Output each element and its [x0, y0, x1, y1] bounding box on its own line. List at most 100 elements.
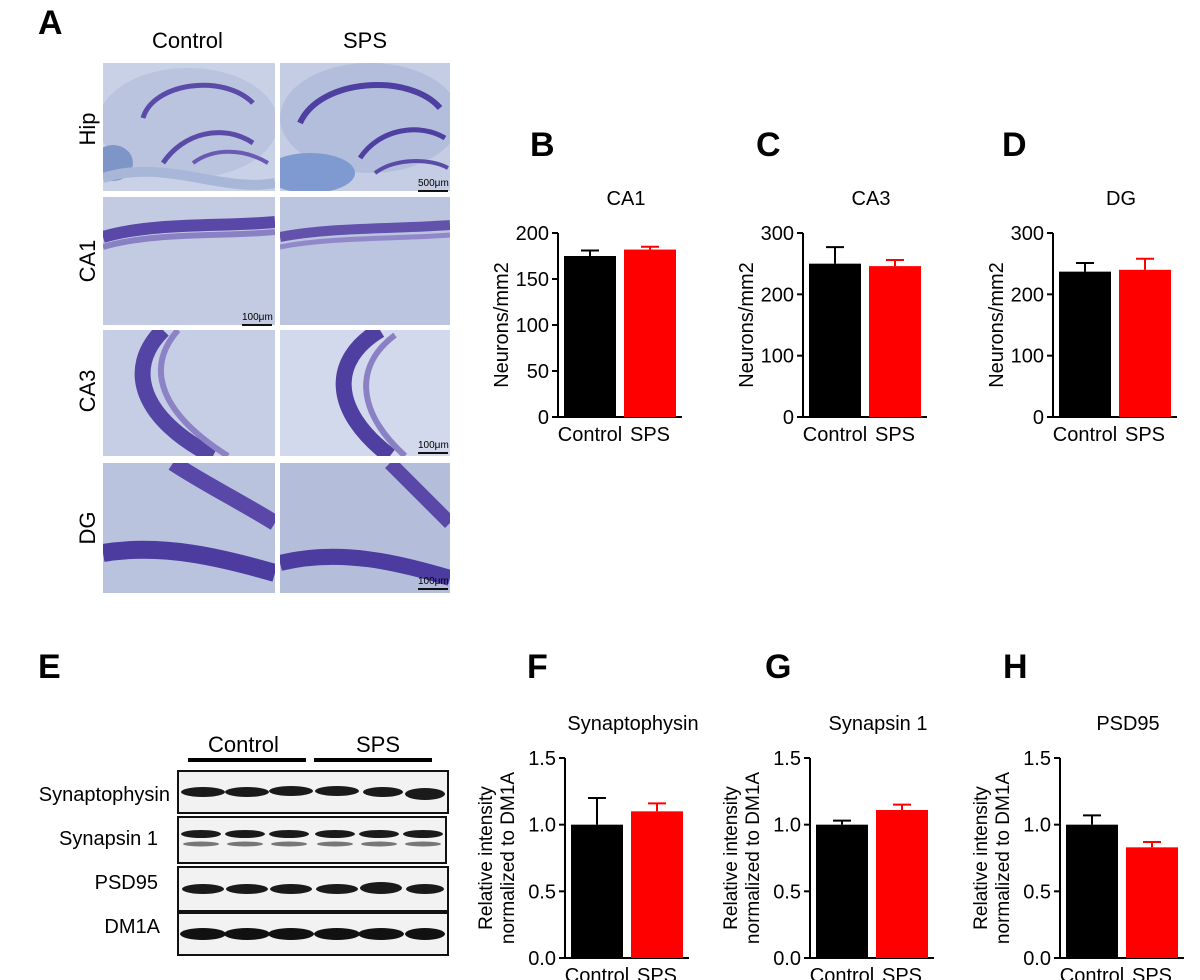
scale-bar-hip-label: 500μm — [418, 178, 449, 189]
y-tick-label: 0.5 — [1023, 881, 1051, 903]
y-tick-label: 100 — [761, 346, 794, 368]
micrograph-dg-sps — [280, 463, 450, 593]
x-tick-label: Control — [1053, 424, 1117, 446]
x-tick-label: Control — [1060, 965, 1124, 980]
bar-sps — [624, 249, 676, 417]
bar-control — [1066, 824, 1118, 958]
x-tick-label: Control — [810, 965, 874, 980]
x-tick-label: Control — [565, 965, 629, 980]
y-tick-label: 200 — [761, 284, 794, 306]
chart-title: DG — [1106, 188, 1136, 210]
bar-control — [571, 824, 623, 958]
y-axis-label: Relative intensitynormalized to DM1A — [476, 772, 519, 944]
chart-synaptophysin: Synaptophysin 0.0 0.5 1.0 1.5 Relative intens… — [476, 713, 699, 980]
bar-sps — [1126, 847, 1178, 958]
micrograph-ca1-sps — [280, 197, 450, 325]
micrograph-hip-control — [103, 63, 275, 191]
bar-sps — [1119, 269, 1171, 417]
histology-column-control: Control — [152, 28, 223, 53]
micrograph-ca1-control — [103, 197, 275, 325]
bar-sps — [631, 811, 683, 958]
bar-control — [1059, 271, 1111, 417]
bar-control — [564, 256, 616, 417]
y-tick-label: 0.5 — [528, 881, 556, 903]
chart-title: PSD95 — [1096, 713, 1159, 735]
micrograph-ca3-sps — [280, 330, 450, 456]
blot-label-synaptophysin: Synaptophysin — [38, 784, 170, 806]
blot-label-dm1a: DM1A — [104, 916, 160, 938]
histology-row-hip: Hip — [75, 112, 100, 146]
y-tick-label: 0.5 — [773, 881, 801, 903]
chart-title: CA1 — [607, 188, 646, 210]
y-tick-label: 1.5 — [773, 748, 801, 770]
x-tick-label: Control — [558, 424, 622, 446]
blot-group-control: Control — [208, 732, 279, 757]
panel-letter-e: E — [38, 648, 61, 686]
y-tick-label: 1.0 — [528, 815, 556, 837]
chart-title: Synapsin 1 — [829, 713, 928, 735]
y-tick-label: 0 — [1033, 407, 1044, 429]
y-axis-label: Neurons/mm2 — [736, 262, 758, 388]
x-tick-label: SPS — [1132, 965, 1172, 980]
histology-row-ca3: CA3 — [75, 369, 100, 413]
scale-bar-dg-label: 100μm — [418, 576, 449, 587]
y-tick-label: 1.0 — [1023, 815, 1051, 837]
chart-synapsin1: Synapsin 1 0.0 0.5 1.0 1.5 Relative intensity… — [721, 713, 934, 980]
blot-group-sps: SPS — [356, 732, 401, 757]
histology-row-dg: DG — [75, 511, 100, 545]
scale-bar-ca1: 100μm — [242, 312, 273, 326]
bar-sps — [869, 266, 921, 417]
blot-group-sps-line — [314, 758, 432, 762]
y-tick-label: 50 — [527, 361, 549, 383]
y-tick-label: 300 — [1011, 223, 1044, 245]
y-tick-label: 0 — [538, 407, 549, 429]
x-tick-label: SPS — [882, 965, 922, 980]
blot-label-psd95: PSD95 — [94, 872, 158, 894]
y-tick-label: 0.0 — [773, 948, 801, 970]
y-tick-label: 100 — [516, 315, 549, 337]
y-tick-label: 0.0 — [528, 948, 556, 970]
scale-bar-ca3-label: 100μm — [418, 440, 449, 451]
histology-column-sps: SPS — [343, 28, 388, 53]
panel-letter-c: C — [756, 126, 781, 164]
y-tick-label: 1.0 — [773, 815, 801, 837]
chart-title: Synaptophysin — [567, 713, 698, 735]
y-axis-label: Neurons/mm2 — [491, 262, 513, 388]
panel-letter-b: B — [530, 126, 555, 164]
micrograph-hip-sps — [280, 63, 450, 191]
x-tick-label: Control — [803, 424, 867, 446]
panel-letter-g: G — [765, 648, 792, 686]
y-axis-label: Neurons/mm2 — [986, 262, 1008, 388]
chart-title: CA3 — [852, 188, 891, 210]
y-axis-label: Relative intensitynormalized to DM1A — [721, 772, 764, 944]
micrograph-ca3-control — [103, 330, 275, 456]
bar-control — [809, 263, 861, 417]
blot-strip-synaptophysin — [177, 770, 449, 814]
blot-group-control-line — [188, 758, 306, 762]
x-tick-label: SPS — [630, 424, 670, 446]
y-tick-label: 1.5 — [1023, 748, 1051, 770]
panel-letter-d: D — [1002, 126, 1027, 164]
y-tick-label: 0 — [783, 407, 794, 429]
blot-strip-dm1a — [177, 912, 449, 956]
y-tick-label: 1.5 — [528, 748, 556, 770]
x-tick-label: SPS — [637, 965, 677, 980]
blot-strip-psd95 — [177, 866, 449, 912]
y-tick-label: 200 — [1011, 284, 1044, 306]
scale-bar-ca1-label: 100μm — [242, 312, 273, 323]
chart-psd95: PSD95 0.0 0.5 1.0 1.5 Relative intensitynorma… — [971, 713, 1184, 980]
x-tick-label: SPS — [1125, 424, 1165, 446]
micrograph-dg-control — [103, 463, 275, 593]
panel-letter-a: A — [38, 4, 63, 42]
scale-bar-hip: 500μm — [418, 178, 449, 192]
panel-letter-h: H — [1003, 648, 1028, 686]
x-tick-label: SPS — [875, 424, 915, 446]
y-axis-label: Relative intensitynormalized to DM1A — [971, 772, 1014, 944]
bar-sps — [876, 810, 928, 958]
panel-letter-f: F — [527, 648, 548, 686]
y-tick-label: 100 — [1011, 346, 1044, 368]
scale-bar-dg: 100μm — [418, 576, 449, 590]
